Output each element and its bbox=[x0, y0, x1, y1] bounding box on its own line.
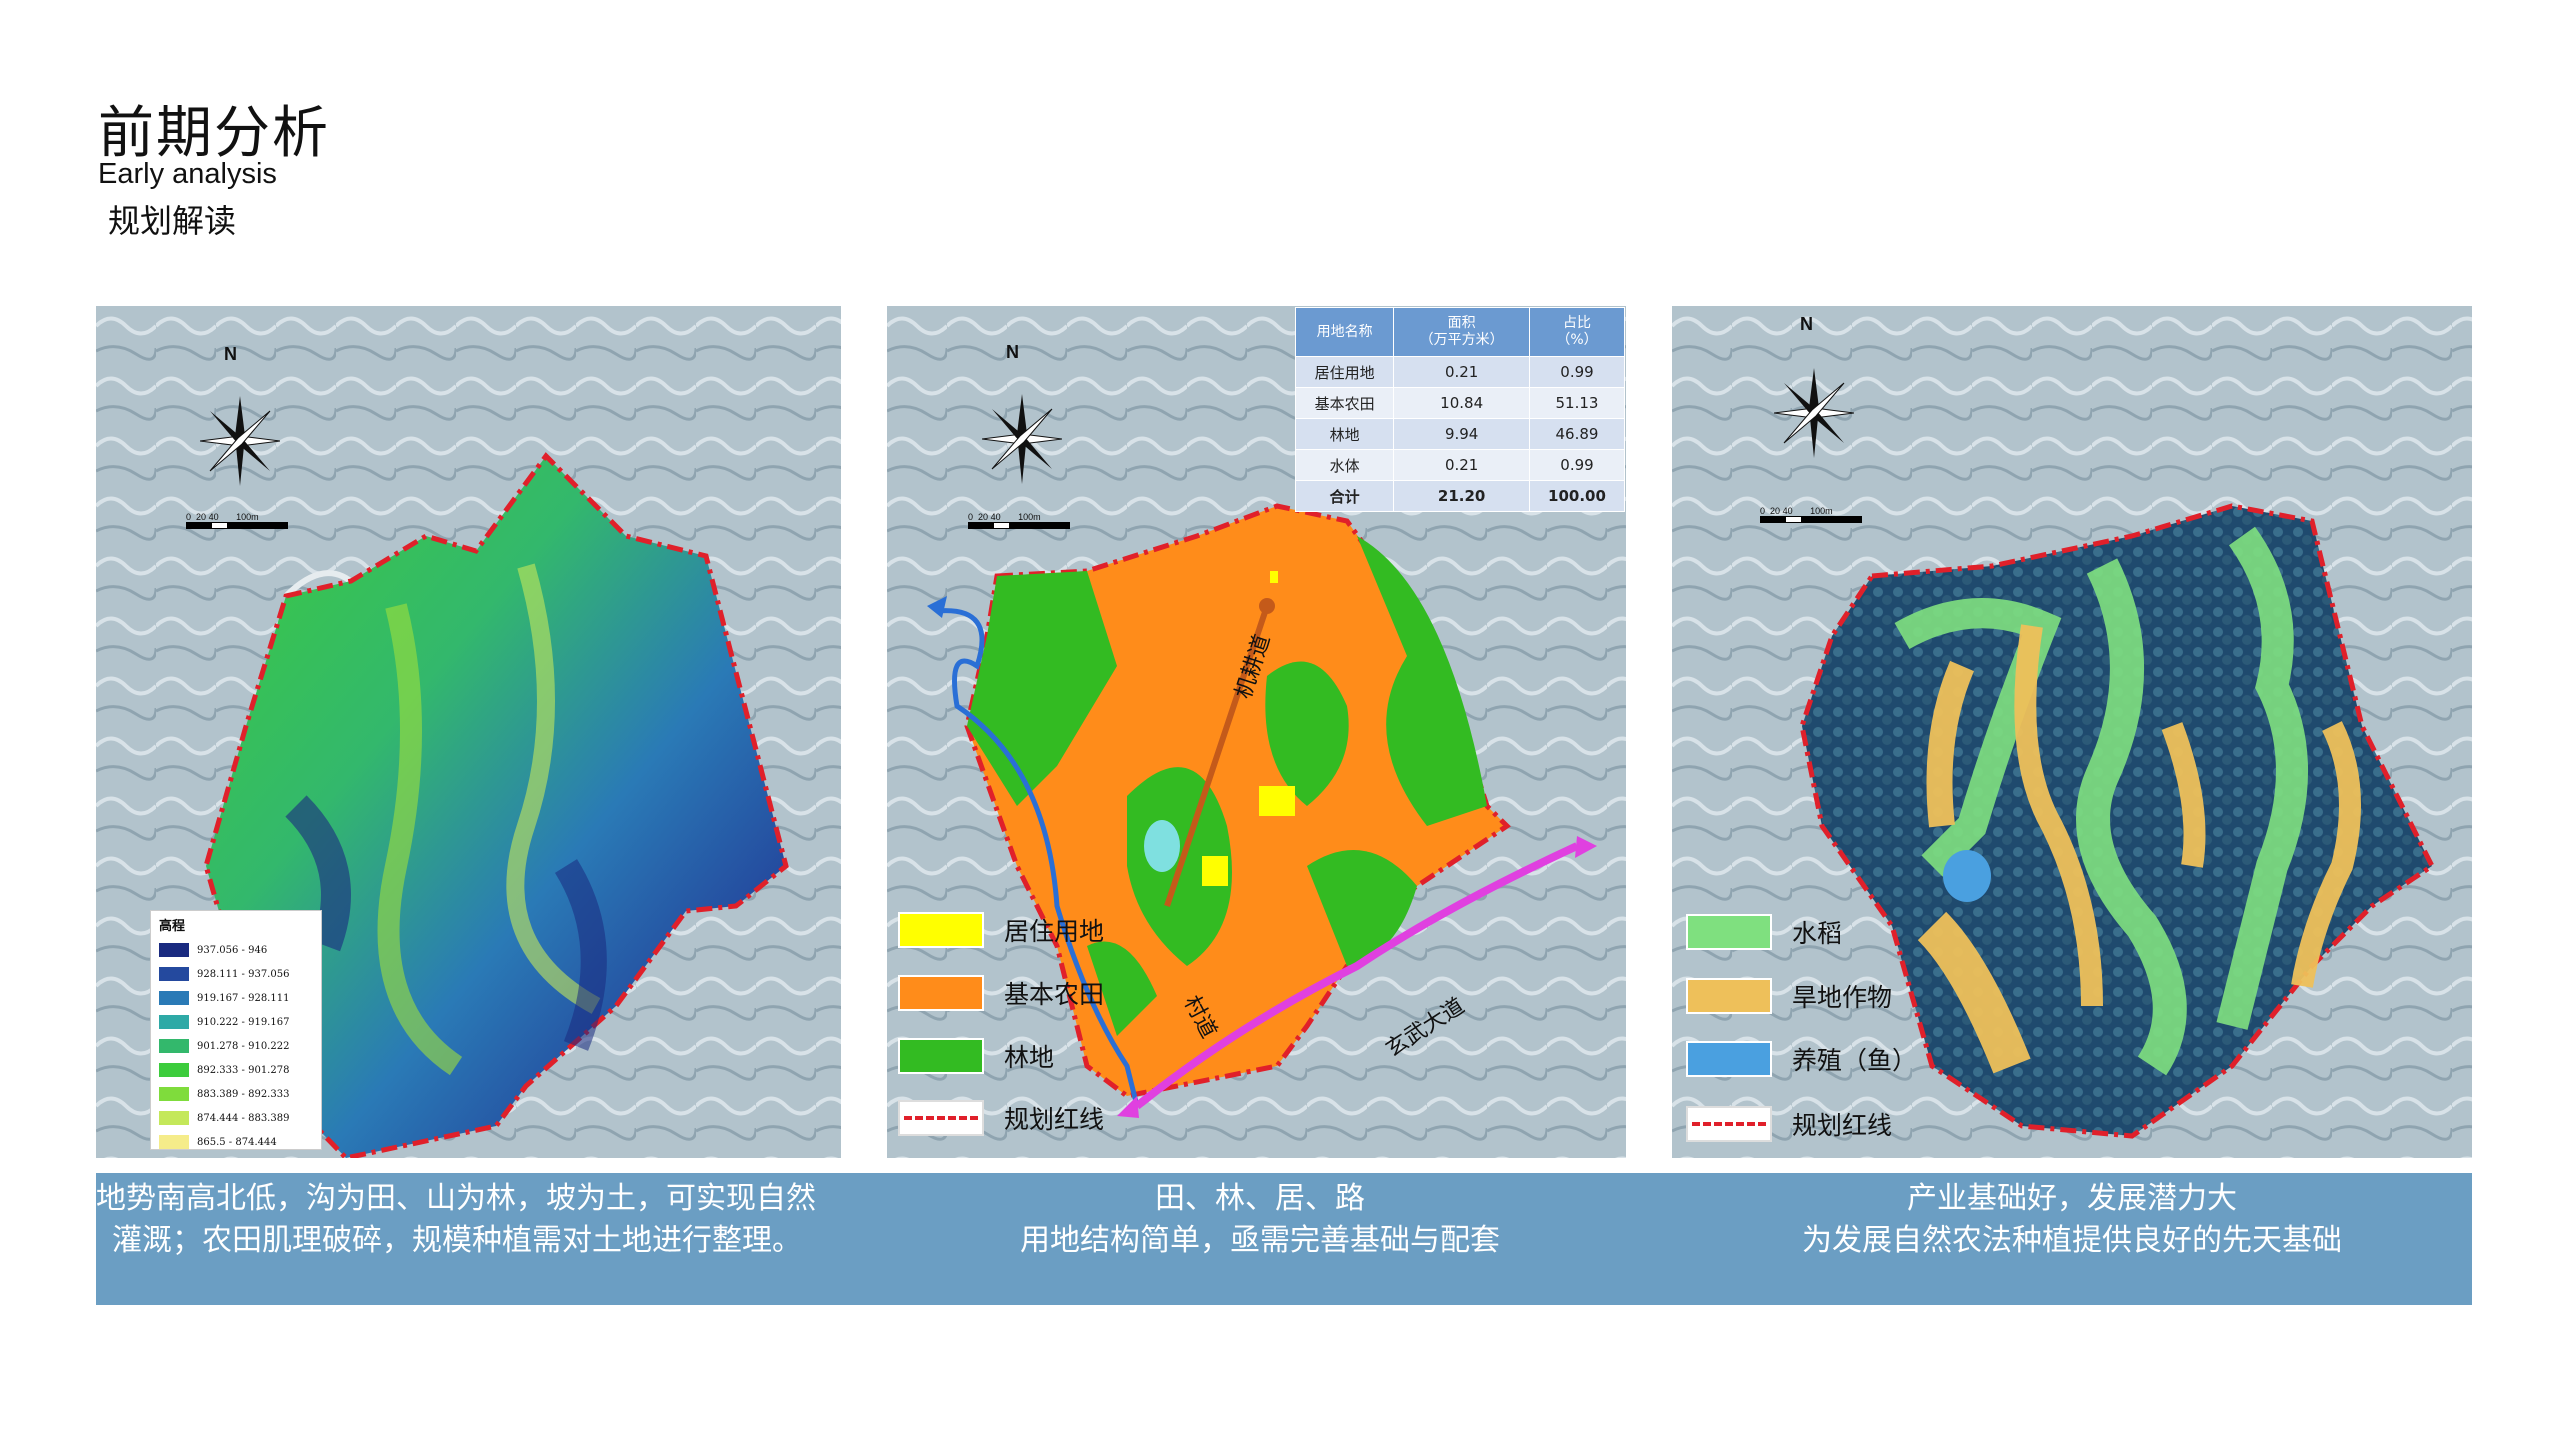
north-label-2: N bbox=[1006, 342, 1019, 362]
caption-middle: 田、林、居、路 用地结构简单，亟需完善基础与配套 bbox=[1020, 1181, 1500, 1258]
table-row-total: 合计 21.20 100.00 bbox=[1294, 480, 1625, 512]
legend-label: 937.056 - 946 bbox=[197, 944, 268, 956]
north-label-1: N bbox=[224, 344, 237, 364]
table-row: 水体 0.21 0.99 bbox=[1294, 449, 1625, 481]
table-header: 用地名称 bbox=[1294, 307, 1395, 357]
north-label-3: N bbox=[1800, 314, 1813, 334]
elevation-legend-item: 928.111 - 937.056 bbox=[151, 962, 321, 986]
legend-label: 883.389 - 892.333 bbox=[197, 1088, 290, 1100]
elevation-legend-item: 865.5 - 874.444 bbox=[151, 1130, 321, 1154]
legend-label: 901.278 - 910.222 bbox=[197, 1040, 290, 1052]
page-subtitle-cn: 规划解读 bbox=[108, 202, 237, 240]
industry-legend-item: 旱地作物 bbox=[1686, 978, 1892, 1014]
landuse-legend-item: 基本农田 bbox=[898, 975, 1104, 1011]
elevation-legend-item: 919.167 - 928.111 bbox=[151, 986, 321, 1010]
legend-label: 865.5 - 874.444 bbox=[197, 1136, 277, 1148]
industry-legend-item: 养殖（鱼） bbox=[1686, 1041, 1917, 1077]
legend-swatch bbox=[898, 1038, 984, 1074]
elevation-legend: 高程 937.056 - 946 928.111 - 937.056 919.167… bbox=[150, 910, 322, 1150]
scale-bar-3: 0 20 40 100m bbox=[1760, 506, 1862, 523]
elevation-legend-item: 937.056 - 946 bbox=[151, 938, 321, 962]
table-header: 占比 （%） bbox=[1529, 307, 1625, 357]
caption-right: 产业基础好，发展潜力大 为发展自然农法种植提供良好的先天基础 bbox=[1802, 1181, 2342, 1258]
legend-swatch bbox=[1686, 914, 1772, 950]
page-title: 前期分析 bbox=[98, 101, 330, 166]
legend-swatch bbox=[159, 943, 189, 957]
industry-map bbox=[1672, 306, 2472, 1158]
elevation-legend-item: 910.222 - 919.167 bbox=[151, 1010, 321, 1034]
compass-rose-icon bbox=[1774, 368, 1854, 458]
elevation-legend-item: 892.333 - 901.278 bbox=[151, 1058, 321, 1082]
landuse-legend-item: 规划红线 bbox=[898, 1100, 1104, 1136]
legend-label: 928.111 - 937.056 bbox=[197, 968, 290, 980]
legend-swatch bbox=[159, 1039, 189, 1053]
scale-bar-2: 0 20 40 100m bbox=[968, 512, 1070, 529]
landuse-legend-item: 林地 bbox=[898, 1038, 1054, 1074]
table-row: 居住用地 0.21 0.99 bbox=[1294, 356, 1625, 388]
legend-label: 874.444 - 883.389 bbox=[197, 1112, 290, 1124]
elevation-legend-item: 883.389 - 892.333 bbox=[151, 1082, 321, 1106]
industry-legend-item: 规划红线 bbox=[1686, 1106, 1892, 1142]
legend-swatch bbox=[1686, 978, 1772, 1014]
elevation-map-panel bbox=[96, 306, 841, 1158]
legend-swatch bbox=[1686, 1041, 1772, 1077]
compass-rose-icon bbox=[200, 396, 280, 486]
elevation-legend-item: 874.444 - 883.389 bbox=[151, 1106, 321, 1130]
landuse-legend-item: 居住用地 bbox=[898, 912, 1104, 948]
legend-swatch bbox=[159, 991, 189, 1005]
legend-swatch bbox=[159, 1063, 189, 1077]
table-header: 面积 （万平方米） bbox=[1393, 307, 1530, 357]
legend-swatch bbox=[159, 1135, 189, 1149]
legend-swatch bbox=[898, 912, 984, 948]
landuse-table: 用地名称 面积 （万平方米） 占比 （%） 居住用地 0.21 0.99 基本农田 1… bbox=[1294, 307, 1625, 512]
industry-map-panel bbox=[1672, 306, 2472, 1158]
page-subtitle-en: Early analysis bbox=[98, 158, 277, 190]
elevation-legend-title: 高程 bbox=[159, 919, 186, 934]
caption-left: 地势南高北低，沟为田、山为林，坡为土，可实现自然 灌溉；农田肌理破碎，规模种植需… bbox=[96, 1181, 816, 1258]
legend-label: 892.333 - 901.278 bbox=[197, 1064, 290, 1076]
legend-swatch bbox=[159, 1087, 189, 1101]
legend-swatch bbox=[159, 1015, 189, 1029]
industry-legend-item: 水稻 bbox=[1686, 914, 1842, 950]
caption-band bbox=[96, 1173, 2472, 1305]
legend-label: 919.167 - 928.111 bbox=[197, 992, 290, 1004]
table-row: 基本农田 10.84 51.13 bbox=[1294, 387, 1625, 419]
scale-bar-1: 0 20 40 100m bbox=[186, 512, 288, 529]
compass-rose-icon bbox=[982, 394, 1062, 484]
redline-swatch bbox=[1686, 1106, 1772, 1142]
legend-swatch bbox=[159, 1111, 189, 1125]
elevation-legend-item: 901.278 - 910.222 bbox=[151, 1034, 321, 1058]
legend-swatch bbox=[159, 967, 189, 981]
table-row: 林地 9.94 46.89 bbox=[1294, 418, 1625, 450]
legend-swatch bbox=[898, 975, 984, 1011]
redline-swatch bbox=[898, 1100, 984, 1136]
legend-label: 910.222 - 919.167 bbox=[197, 1016, 290, 1028]
